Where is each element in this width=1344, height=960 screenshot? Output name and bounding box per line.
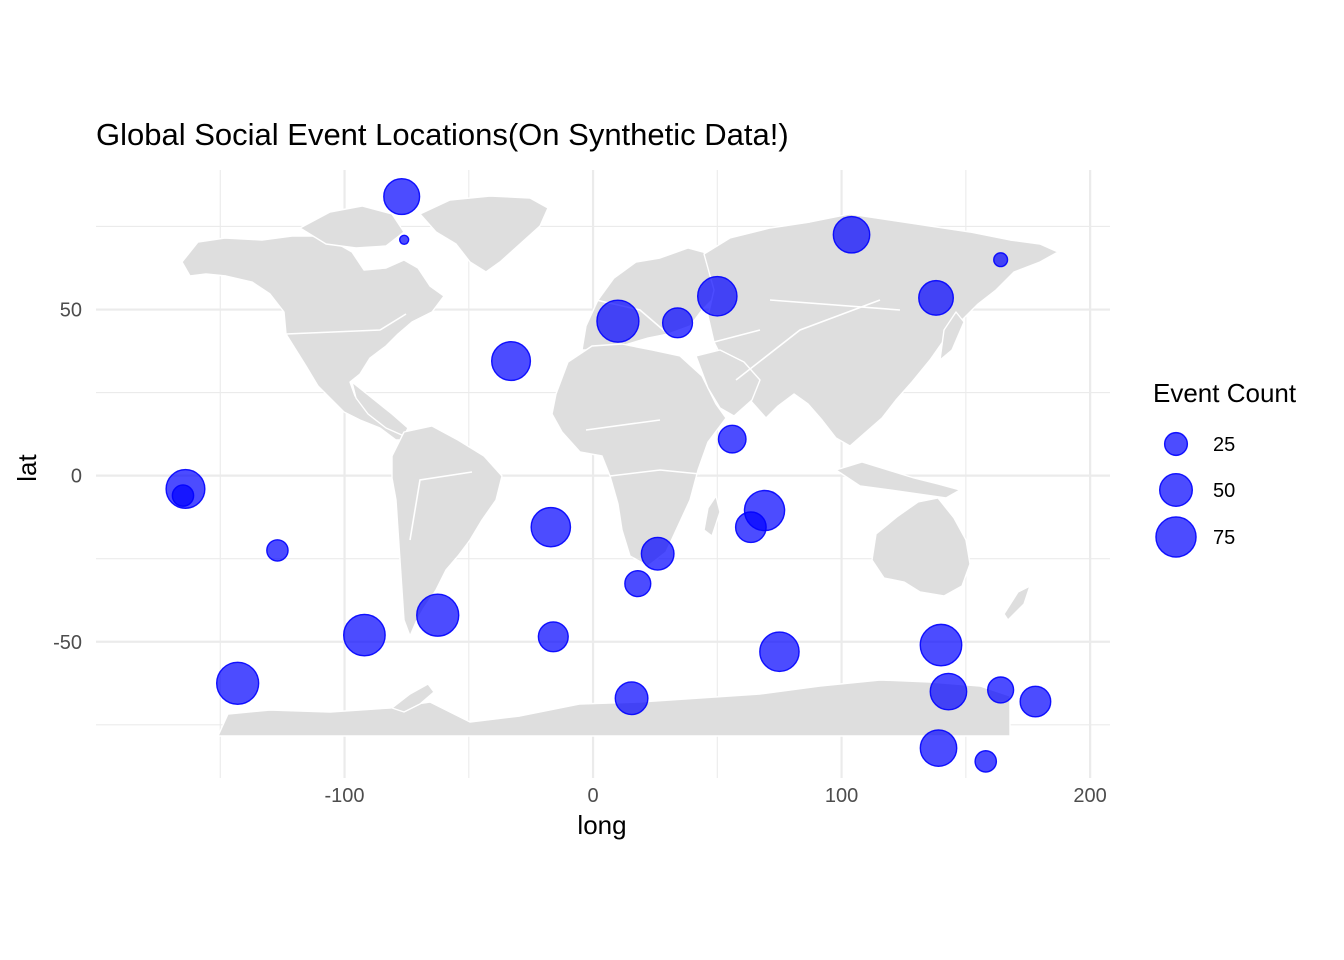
land-antarctica <box>217 679 1011 737</box>
event-points <box>165 177 1052 773</box>
land-arctic-islands <box>299 205 405 249</box>
y-tick-label: 0 <box>71 466 82 488</box>
legend-key-circle <box>1158 472 1194 508</box>
event-point <box>993 252 1009 268</box>
y-tick-label: -50 <box>53 632 82 654</box>
legend-key-circle <box>1155 516 1197 558</box>
event-point <box>171 484 195 507</box>
x-tick-label: 0 <box>587 785 598 807</box>
event-point <box>759 631 800 673</box>
event-point <box>490 340 532 382</box>
event-point <box>537 621 569 653</box>
axes: -100 0 100 200 -50 0 50 <box>53 300 1107 807</box>
event-point <box>640 536 675 571</box>
land-arabia <box>695 349 761 417</box>
land-antarctic-peninsula <box>391 683 435 713</box>
event-point <box>530 506 572 548</box>
legend-entry-label: 75 <box>1213 527 1235 549</box>
land-japan <box>939 311 965 361</box>
event-point <box>614 681 649 716</box>
land-new-zealand <box>1003 585 1031 621</box>
country-borders <box>285 299 901 541</box>
event-point <box>1019 685 1052 718</box>
land-greenland <box>419 195 549 273</box>
legend-title: Event Count <box>1153 378 1297 408</box>
event-point <box>661 307 694 339</box>
event-point <box>734 511 767 544</box>
event-point <box>416 593 460 637</box>
legend-entry-label: 50 <box>1213 480 1235 502</box>
x-tick-label: 200 <box>1073 785 1106 807</box>
y-tick-label: 50 <box>60 300 82 322</box>
event-point <box>929 672 968 711</box>
chart-title: Global Social Event Locations(On Synthet… <box>96 117 789 152</box>
legend-key-circle <box>1163 431 1189 457</box>
x-tick-label: -100 <box>325 785 365 807</box>
land-australia <box>871 497 971 597</box>
x-tick-label: 100 <box>825 785 858 807</box>
event-point <box>919 729 958 767</box>
event-point <box>624 569 652 598</box>
event-point <box>398 234 410 245</box>
x-axis-title: long <box>577 810 626 840</box>
event-point <box>596 299 640 343</box>
legend-entry-label: 25 <box>1213 434 1235 456</box>
event-point <box>342 613 386 657</box>
y-axis-title: lat <box>12 453 42 481</box>
event-point <box>974 750 998 773</box>
event-point <box>266 539 289 562</box>
event-point <box>987 676 1015 704</box>
land-north-america <box>181 235 445 441</box>
event-point <box>215 661 260 705</box>
land-africa <box>551 343 727 567</box>
event-point <box>717 424 747 454</box>
event-point <box>383 177 421 216</box>
event-point <box>832 215 871 254</box>
event-point <box>919 623 963 667</box>
world-map <box>181 195 1059 737</box>
land-se-asia-islands <box>835 461 961 499</box>
legend: Event Count 25 50 75 <box>1153 378 1297 558</box>
event-point <box>696 275 738 317</box>
event-point <box>918 279 955 316</box>
land-madagascar <box>703 495 721 537</box>
